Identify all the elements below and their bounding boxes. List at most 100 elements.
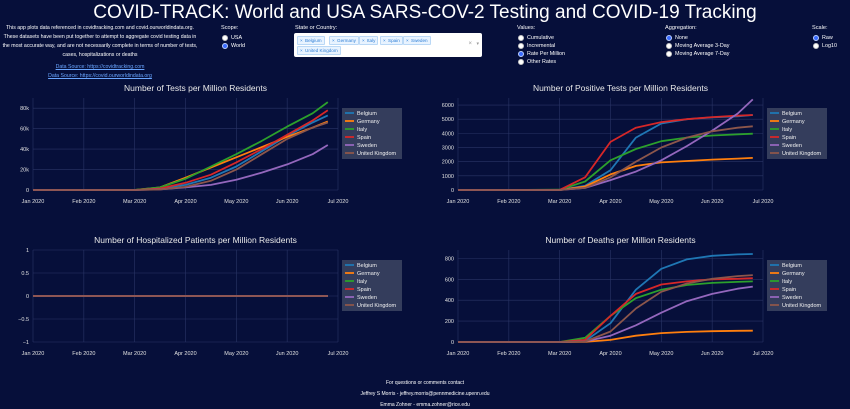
clear-icon[interactable]: × xyxy=(468,41,472,47)
y-tick-label: 2000 xyxy=(442,160,454,166)
y-tick-label: −1 xyxy=(23,340,29,346)
x-tick-label: Jun 2020 xyxy=(701,199,724,205)
scale-option-log10[interactable]: Log10 xyxy=(813,43,837,49)
positive-tests-per-million-chart[interactable]: Number of Positive Tests per Million Res… xyxy=(425,80,850,214)
x-tick-label: Apr 2020 xyxy=(599,351,621,357)
country-chip-italy[interactable]: × Italy xyxy=(359,36,379,45)
legend-label-sweden: Sweden xyxy=(782,143,802,149)
aggregation-option-ma7[interactable]: Moving Average 7-Day xyxy=(666,51,729,57)
x-tick-label: May 2020 xyxy=(649,351,673,357)
data-source-link-covidtracking[interactable]: Data Source: https://covidtracking.com xyxy=(55,64,145,70)
country-multiselect[interactable]: × Belgium × Germany × Italy × Spain × Sweden … xyxy=(294,33,482,57)
data-source-link-ourworldindata[interactable]: Data Source: https://covid.ourworldindat… xyxy=(48,73,152,79)
values-option-label: Other Rates xyxy=(527,59,557,65)
legend-label-belgium: Belgium xyxy=(782,263,802,269)
y-tick-label: 40k xyxy=(20,147,29,153)
y-tick-label: 600 xyxy=(445,277,454,283)
legend-label-spain: Spain xyxy=(357,287,371,293)
values-option-cumulative[interactable]: Cumulative xyxy=(518,35,554,41)
x-tick-label: Jul 2020 xyxy=(753,199,774,205)
deaths-per-million-chart[interactable]: Number of Deaths per Million Residents 0 2… xyxy=(425,232,850,366)
scope-label: Scope: xyxy=(221,25,239,31)
legend-box xyxy=(342,108,402,159)
values-option-incremental[interactable]: Incremental xyxy=(518,43,555,49)
chevron-down-icon[interactable]: ▾ xyxy=(476,41,479,47)
x-tick-label: Jul 2020 xyxy=(753,351,774,357)
country-chip-belgium[interactable]: × Belgium xyxy=(297,36,325,45)
x-tick-label: Feb 2020 xyxy=(497,199,520,205)
x-tick-label: Jan 2020 xyxy=(22,199,45,205)
series-line-united-kingdom xyxy=(33,121,329,191)
country-chip-spain[interactable]: × Spain xyxy=(380,36,403,45)
legend-label-united-kingdom: United Kingdom xyxy=(357,303,397,309)
series-line-italy xyxy=(33,101,329,191)
y-tick-label: 400 xyxy=(445,298,454,304)
x-tick-label: May 2020 xyxy=(224,199,248,205)
legend-label-sweden: Sweden xyxy=(782,295,802,301)
x-tick-label: Jan 2020 xyxy=(447,351,470,357)
aggregation-option-label: Moving Average 7-Day xyxy=(675,51,730,57)
scope-option-label: World xyxy=(231,43,245,49)
legend-box xyxy=(767,260,827,311)
x-tick-label: Jan 2020 xyxy=(22,351,45,357)
aggregation-option-ma3[interactable]: Moving Average 3-Day xyxy=(666,43,729,49)
country-chip-united-kingdom[interactable]: × United Kingdom xyxy=(297,46,341,55)
scale-label: Scale: xyxy=(812,25,828,31)
radio-selected-icon xyxy=(813,35,819,41)
y-tick-label: 5000 xyxy=(442,117,454,123)
radio-icon xyxy=(666,43,672,49)
remove-icon[interactable]: × xyxy=(300,48,303,53)
footer-contact-zohner: Emma Zohner - emma.zohner@rice.edu xyxy=(380,402,470,408)
legend-box xyxy=(767,108,827,159)
scale-option-label: Log10 xyxy=(822,43,837,49)
y-tick-label: 6000 xyxy=(442,103,454,109)
x-tick-label: Feb 2020 xyxy=(72,199,95,205)
series-line-belgium xyxy=(458,253,753,343)
chart-title: Number of Deaths per Million Residents xyxy=(545,235,695,245)
country-chip-germany[interactable]: × Germany xyxy=(329,36,359,45)
tests-per-million-chart[interactable]: Number of Tests per Million Residents 0 20… xyxy=(0,80,425,214)
remove-icon[interactable]: × xyxy=(300,38,303,43)
values-option-rate-per-million[interactable]: Rate Per Million xyxy=(518,51,565,57)
remove-icon[interactable]: × xyxy=(332,38,335,43)
remove-icon[interactable]: × xyxy=(383,38,386,43)
x-tick-label: May 2020 xyxy=(649,199,673,205)
x-tick-label: Jun 2020 xyxy=(276,199,299,205)
legend-label-belgium: Belgium xyxy=(357,263,377,269)
scale-option-raw[interactable]: Raw xyxy=(813,35,833,41)
x-tick-label: Mar 2020 xyxy=(548,351,571,357)
chip-label: United Kingdom xyxy=(305,48,338,53)
y-tick-label: 0 xyxy=(26,188,29,194)
hospitalized-per-million-chart[interactable]: Number of Hospitalized Patients per Mill… xyxy=(0,232,425,366)
scope-option-world[interactable]: World xyxy=(222,43,245,49)
legend-label-spain: Spain xyxy=(782,287,796,293)
aggregation-option-none[interactable]: None xyxy=(666,35,688,41)
y-tick-label: 4000 xyxy=(442,131,454,137)
chart-title: Number of Hospitalized Patients per Mill… xyxy=(94,235,297,245)
values-option-other-rates[interactable]: Other Rates xyxy=(518,59,556,65)
scope-option-usa[interactable]: USA xyxy=(222,35,242,41)
legend-label-italy: Italy xyxy=(782,279,792,285)
chart-title: Number of Positive Tests per Million Res… xyxy=(533,83,708,93)
y-tick-label: 1 xyxy=(26,248,29,254)
legend-label-italy: Italy xyxy=(782,127,792,133)
x-tick-label: Jun 2020 xyxy=(276,351,299,357)
y-tick-label: 0.5 xyxy=(21,271,29,277)
radio-icon xyxy=(518,59,524,65)
remove-icon[interactable]: × xyxy=(406,38,409,43)
country-chip-sweden[interactable]: × Sweden xyxy=(403,36,431,45)
legend-label-united-kingdom: United Kingdom xyxy=(357,151,397,157)
legend-label-germany: Germany xyxy=(357,271,380,277)
country-label: State or Country: xyxy=(295,25,338,31)
y-tick-label: 80k xyxy=(20,106,29,112)
y-tick-label: 0 xyxy=(451,188,454,194)
y-tick-label: 800 xyxy=(445,256,454,262)
y-tick-label: 0 xyxy=(26,294,29,300)
legend-label-germany: Germany xyxy=(782,119,805,125)
series-line-spain xyxy=(458,277,753,343)
legend-label-germany: Germany xyxy=(357,119,380,125)
x-tick-label: Jul 2020 xyxy=(328,351,349,357)
x-tick-label: Mar 2020 xyxy=(123,199,146,205)
remove-icon[interactable]: × xyxy=(362,38,365,43)
radio-icon xyxy=(518,43,524,49)
